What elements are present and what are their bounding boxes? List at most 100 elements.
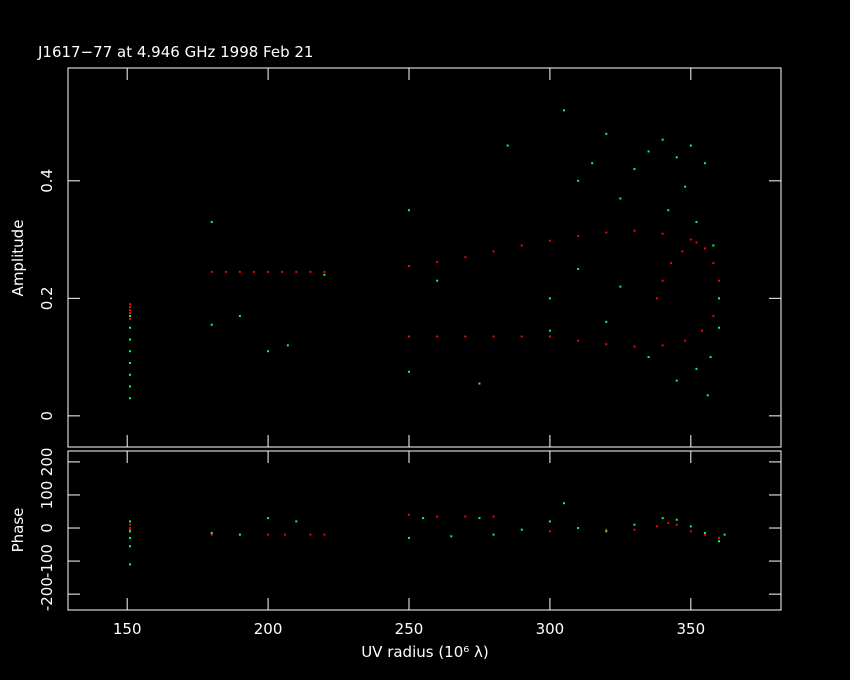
point [633, 345, 636, 348]
y-tick-label: -200 [38, 577, 56, 611]
point [577, 267, 580, 270]
y-tick-label: 0 [38, 411, 56, 421]
point [703, 533, 706, 536]
point [703, 247, 706, 250]
point [684, 339, 687, 342]
point [661, 232, 664, 235]
point [633, 229, 636, 232]
panel-frame [67, 450, 782, 611]
point [129, 314, 131, 317]
point [670, 262, 673, 265]
y-tick-label: 200 [38, 448, 56, 477]
point [210, 270, 213, 273]
point [422, 517, 425, 520]
point [689, 238, 692, 241]
point [703, 162, 706, 165]
y-axis-label: Phase [9, 508, 27, 553]
point [667, 209, 670, 212]
point [309, 270, 312, 273]
point [689, 530, 692, 533]
point [129, 520, 131, 523]
point [661, 279, 664, 282]
point [267, 517, 270, 520]
x-tick-label: 300 [536, 620, 565, 638]
point [408, 536, 410, 539]
point [712, 244, 715, 247]
point [436, 335, 439, 338]
point [520, 528, 523, 531]
point [709, 356, 712, 359]
point [286, 344, 289, 347]
point [689, 144, 692, 147]
point [656, 525, 658, 528]
point [723, 533, 726, 536]
point [238, 314, 241, 317]
point [129, 317, 131, 320]
point [548, 239, 551, 242]
point [619, 197, 622, 200]
point [712, 262, 715, 265]
point [695, 241, 698, 244]
point [675, 518, 678, 521]
point [492, 250, 495, 253]
point [605, 528, 608, 531]
point [520, 244, 523, 247]
x-tick-label: 350 [676, 620, 705, 638]
point [548, 520, 551, 523]
point [295, 270, 298, 273]
point [408, 513, 410, 516]
point [548, 530, 551, 533]
point [675, 156, 678, 159]
point [706, 394, 709, 397]
point [295, 520, 298, 523]
point [450, 535, 453, 538]
point [492, 533, 495, 536]
point [436, 279, 439, 282]
point [647, 150, 650, 153]
y-tick-label: -100 [38, 544, 56, 578]
point [253, 270, 255, 273]
point [661, 344, 664, 347]
point [718, 326, 720, 329]
point [238, 533, 241, 536]
point [684, 185, 687, 188]
point [718, 540, 720, 543]
point [284, 533, 286, 536]
point [464, 256, 467, 259]
point [695, 367, 698, 370]
point [309, 533, 312, 536]
x-tick-label: 150 [113, 620, 142, 638]
point [267, 270, 270, 273]
point [210, 533, 213, 536]
point [661, 517, 664, 520]
point [323, 270, 326, 273]
point [577, 527, 580, 530]
point [129, 527, 131, 530]
point [129, 385, 131, 388]
y-tick-label: 0.4 [38, 169, 56, 193]
point [675, 379, 678, 382]
point [129, 536, 131, 539]
point [129, 545, 131, 548]
point [210, 220, 213, 223]
point [681, 250, 684, 253]
y-axis-label: Amplitude [9, 220, 27, 297]
point [129, 361, 131, 364]
point [563, 502, 565, 505]
point [689, 525, 692, 528]
point [718, 536, 720, 539]
point [563, 109, 565, 112]
y-tick-label: 100 [38, 481, 56, 510]
x-tick-label: 250 [395, 620, 424, 638]
panel-frame [67, 67, 782, 448]
point [633, 168, 636, 171]
point [619, 285, 622, 288]
point [548, 297, 551, 300]
point [718, 297, 720, 300]
point [548, 329, 551, 332]
point [464, 515, 467, 518]
point [492, 515, 495, 518]
point [605, 343, 608, 346]
point [436, 260, 439, 263]
point [605, 132, 608, 135]
